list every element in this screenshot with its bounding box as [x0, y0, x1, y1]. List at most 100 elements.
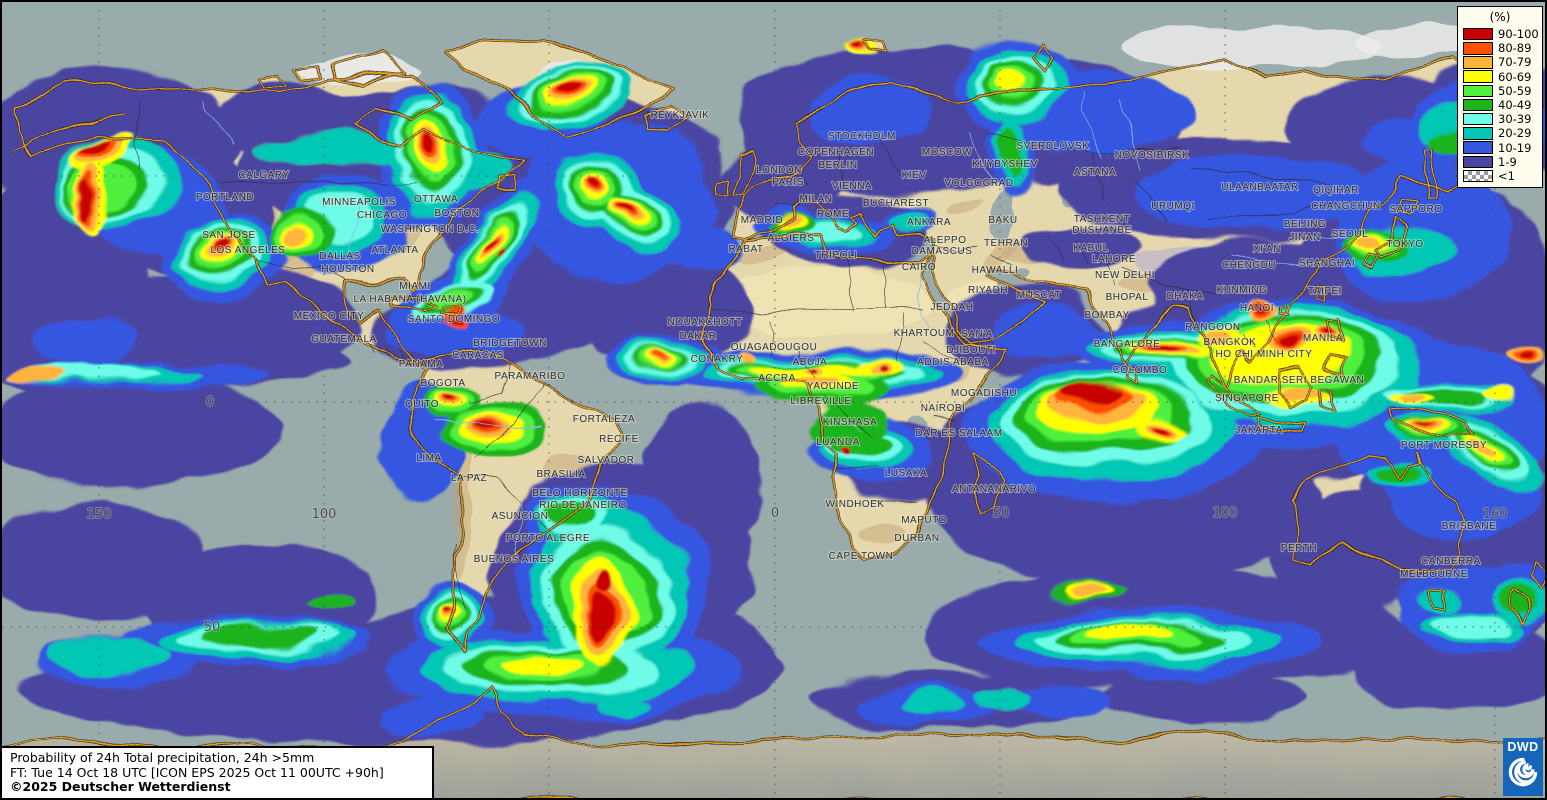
legend-swatch [1463, 27, 1493, 41]
dwd-logo: DWD [1503, 738, 1543, 796]
city-label-algiers: ALGIERS [768, 233, 815, 244]
city-label-qiqihar: QIQIHAR [1313, 185, 1359, 196]
city-label-astana: ASTANA [1074, 167, 1116, 178]
city-label-london: LONDON [756, 165, 802, 176]
city-label-cairo: CAIRO [902, 262, 936, 273]
city-labels: CALGARY PORTLAND MINNEAPOLIS OTTAWA CHICAGO B… [195, 109, 1497, 581]
city-label-tokyo: TOKYO [1386, 239, 1423, 250]
city-label-ouagadougou: OUAGADOUGOU [731, 342, 818, 353]
city-label-madrid: MADRID [741, 215, 783, 226]
city-label-nouakchott: NOUAKCHOTT [668, 317, 743, 328]
legend-title: (%) [1489, 10, 1511, 24]
city-label-copenhagen: COPENHAGEN [798, 147, 874, 158]
graticule-label: 50 [204, 620, 221, 635]
city-label-lusaka: LUSAKA [885, 468, 927, 479]
city-label-lima: LIMA [416, 453, 441, 464]
city-label-bogota: BOGOTA [420, 378, 465, 389]
rivers [201, 93, 1348, 558]
legend-row: <1 [1458, 169, 1542, 183]
graticule-label: 150 [87, 507, 112, 522]
city-label-perth: PERTH [1281, 543, 1317, 554]
legend-swatch [1463, 127, 1493, 140]
city-label-lahore: LAHORE [1092, 254, 1136, 265]
city-label-fortaleza: FORTALEZA [573, 414, 635, 425]
city-label-bridgetown: BRIDGETOWN [473, 338, 547, 349]
legend-rows: 90-100 80-89 70-79 60-69 50-59 40-49 30-39 20-2… [1458, 27, 1542, 183]
legend-swatch [1463, 70, 1493, 83]
legend-row: 90-100 [1458, 27, 1542, 41]
city-label-rabat: RABAT [728, 244, 763, 255]
city-label-rangoon: RANGOON [1185, 322, 1240, 333]
city-label-recife: RECIFE [599, 434, 639, 445]
city-label-durban: DURBAN [894, 533, 939, 544]
city-label-hanoi: HANOI [1240, 303, 1274, 314]
graticule [2, 10, 1545, 797]
city-label-minneapolis: MINNEAPOLIS [322, 197, 396, 208]
legend-label: 90-100 [1498, 27, 1539, 42]
info-forecast-time: FT: Tue 14 Oct 18 UTC [ICON EPS 2025 Oct… [10, 764, 384, 780]
legend-row: 30-39 [1458, 112, 1542, 126]
city-label-bangalore: BANGALORE [1094, 339, 1161, 350]
legend-row: 40-49 [1458, 98, 1542, 112]
legend-swatch [1463, 98, 1493, 112]
city-label-bandar-seri-begawan: BANDAR SERI BEGAWAN [1234, 375, 1364, 386]
legend-swatch [1463, 141, 1493, 154]
city-label-kunming: KUNMING [1217, 285, 1268, 296]
city-label-luanda: LUANDA [816, 437, 860, 448]
legend-label: 80-89 [1498, 41, 1532, 56]
city-label-abuja: ABUJA [793, 357, 828, 368]
city-label-reykjavik: REYKJAVIK [651, 110, 710, 121]
city-label-addis-ababa: ADDIS ABABA [917, 357, 989, 368]
city-label-rome: ROME [817, 209, 849, 220]
city-label-chicago: CHICAGO [357, 210, 407, 221]
city-label-bangkok: BANGKOK [1204, 337, 1257, 348]
city-label-dushanbe: DUSHANBE [1072, 225, 1132, 236]
precipitation-probability-field [2, 38, 1545, 747]
city-label-bombay: BOMBAY [1084, 310, 1129, 321]
city-label-washington-d-c-: WASHINGTON D.C. [381, 224, 480, 235]
graticule-label: 160 [1483, 507, 1508, 522]
city-label-tehran: TEHRAN [984, 238, 1028, 249]
city-label-nairobi: NAIROBI [921, 403, 966, 414]
city-label-dakar: DAKAR [680, 331, 717, 342]
city-label-brisbane: BRISBANE [1442, 521, 1497, 532]
city-label-canberra: CANBERRA [1421, 556, 1481, 567]
city-label-rio-de-janeiro: RIO DE JANEIRO [539, 500, 627, 511]
city-label-novosibirsk: NOVOSIBIRSK [1115, 150, 1189, 161]
city-label-boston: BOSTON [434, 208, 479, 219]
city-label-jeddah: JEDDAH [930, 302, 973, 313]
city-label-miami: MIAMI [399, 281, 430, 292]
city-label-panama: PANAMA [399, 359, 444, 370]
city-label-berlin: BERLIN [818, 160, 857, 171]
city-label-baku: BAKU [988, 215, 1017, 226]
city-label-caracas: CARACAS [452, 350, 504, 361]
city-label-sapporo: SAPPORO [1390, 204, 1443, 215]
city-label-vienna: VIENNA [832, 181, 872, 192]
city-label-ottawa: OTTAWA [414, 194, 458, 205]
city-label-bhopal: BHOPAL [1106, 292, 1149, 303]
legend-swatch [1463, 42, 1493, 55]
city-label-santo-domingo: SANTO DOMINGO [408, 314, 500, 325]
city-label-la-habana-havana-: LA HABANA (HAVANA) [353, 294, 466, 305]
city-label-muscat: MUSCAT [1017, 290, 1061, 301]
legend-row: 60-69 [1458, 70, 1542, 84]
city-label-mexico-city: MEXICO CITY [294, 311, 365, 322]
city-label-jakarta: JAKARTA [1235, 425, 1283, 436]
legend-label: 30-39 [1498, 112, 1532, 127]
legend-swatch [1463, 56, 1493, 69]
city-label-aleppo: ALEPPO [923, 235, 966, 246]
legend-label: 40-49 [1498, 98, 1532, 113]
legend-row: 1-9 [1458, 155, 1542, 169]
info-copyright: ©2025 Deutscher Wetterdienst [10, 779, 231, 795]
city-label-sverdlovsk: SVERDLOVSK [1017, 141, 1090, 152]
city-label-san-a: SAN'A [961, 329, 993, 340]
legend-row: 10-19 [1458, 141, 1542, 155]
city-label-volgograd: VOLGOGRAD [945, 178, 1014, 189]
country-borders [139, 102, 1338, 613]
legend-swatch [1463, 84, 1493, 98]
city-label-portland: PORTLAND [196, 192, 254, 203]
legend-row: 80-89 [1458, 41, 1542, 55]
city-label-tripoli: TRIPOLI [815, 250, 857, 261]
city-label-riyadh: RIYADH [968, 285, 1008, 296]
